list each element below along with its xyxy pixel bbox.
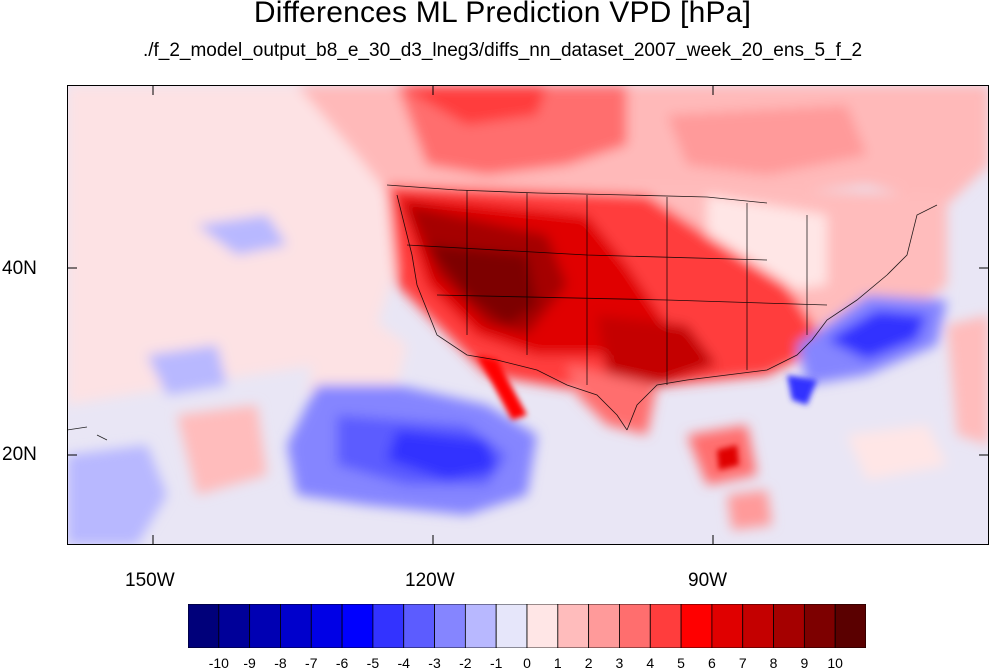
colorbar-swatch <box>742 604 774 648</box>
colorbar-tick-label: -9 <box>243 655 256 671</box>
colorbar-tick-label: -10 <box>208 655 229 671</box>
colorbar-swatch <box>526 604 559 648</box>
colorbar-tick-label: 4 <box>646 655 655 671</box>
lat-label-40n: 40N <box>2 258 37 279</box>
colorbar-tick-label: 0 <box>523 655 531 671</box>
colorbar-swatch <box>249 604 281 648</box>
colorbar-tick-label: 1 <box>553 655 562 671</box>
colorbar-tick-label: -5 <box>366 655 380 671</box>
colorbar-swatch <box>403 604 435 648</box>
colorbar-swatch <box>218 604 251 648</box>
lon-label-90w: 90W <box>688 570 728 591</box>
colorbar-swatch <box>588 604 620 648</box>
plot-subtitle: ./f_2_model_output_b8_e_30_d3_lneg3/diff… <box>142 40 863 61</box>
vpd-difference-map <box>67 85 989 545</box>
colorbar-tick-label: 6 <box>708 655 716 671</box>
colorbar-tick-label: 3 <box>615 655 624 671</box>
colorbar-swatch <box>372 604 405 648</box>
colorbar-tick-label: 9 <box>800 655 809 671</box>
colorbar-swatch <box>280 604 312 648</box>
colorbar <box>188 604 866 648</box>
colorbar-tick-label: 5 <box>677 655 685 671</box>
colorbar-tick-label: 8 <box>769 655 778 671</box>
colorbar-swatch <box>619 604 651 648</box>
colorbar-swatch <box>680 604 713 648</box>
colorbar-swatch <box>464 604 497 648</box>
colorbar-tick-label: -3 <box>428 655 441 671</box>
colorbar-swatch <box>434 604 466 648</box>
colorbar-tick-label: 2 <box>584 655 593 671</box>
colorbar-swatch <box>341 604 374 648</box>
colorbar-tick-label: -2 <box>459 655 472 671</box>
colorbar-tick-label: -6 <box>335 655 349 671</box>
colorbar-swatch <box>803 604 836 648</box>
colorbar-swatch <box>495 604 528 648</box>
colorbar-swatch <box>711 604 744 648</box>
lon-label-120w: 120W <box>405 570 455 591</box>
colorbar-swatch <box>649 604 682 648</box>
lat-label-20n: 20N <box>2 444 37 465</box>
colorbar-tick-label: -4 <box>397 655 410 671</box>
colorbar-tick-label: -1 <box>489 655 503 671</box>
colorbar-swatch <box>557 604 590 648</box>
colorbar-swatch <box>834 604 866 648</box>
colorbar-tick-label: 7 <box>738 655 747 671</box>
colorbar-swatch <box>188 604 220 648</box>
colorbar-tick-label: -7 <box>305 655 318 671</box>
lon-label-150w: 150W <box>125 570 175 591</box>
colorbar-tick-label: -8 <box>274 655 287 671</box>
colorbar-swatch <box>310 604 343 648</box>
plot-title: Differences ML Prediction VPD [hPa] <box>253 0 752 29</box>
colorbar-tick-label: 10 <box>827 655 843 671</box>
colorbar-swatch <box>773 604 805 648</box>
